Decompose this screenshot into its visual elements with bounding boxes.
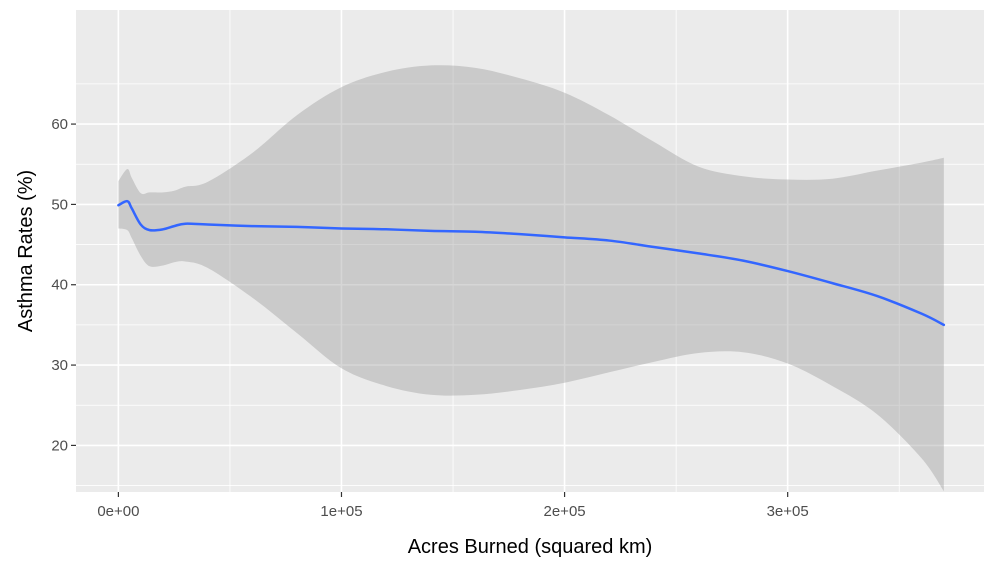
x-tick-label: 0e+00 xyxy=(97,503,139,520)
x-axis-title: Acres Burned (squared km) xyxy=(408,536,653,558)
x-axis-ticks: 0e+00 1e+05 2e+05 3e+05 xyxy=(97,492,809,520)
panel-background xyxy=(76,10,984,492)
y-tick-label: 50 xyxy=(51,196,68,213)
x-tick-label: 2e+05 xyxy=(544,503,586,520)
x-tick-label: 3e+05 xyxy=(767,503,809,520)
y-tick-label: 60 xyxy=(51,116,68,133)
y-axis-ticks: 20 30 40 50 60 xyxy=(51,116,76,454)
y-axis-title: Asthma Rates (%) xyxy=(15,170,37,332)
smooth-trend-line xyxy=(117,199,946,327)
major-gridlines xyxy=(76,10,984,492)
y-tick-label: 30 xyxy=(51,357,68,374)
y-tick-label: 20 xyxy=(51,437,68,454)
y-tick-label: 40 xyxy=(51,277,68,294)
x-tick-label: 1e+05 xyxy=(320,503,362,520)
confidence-ribbon xyxy=(118,65,944,492)
